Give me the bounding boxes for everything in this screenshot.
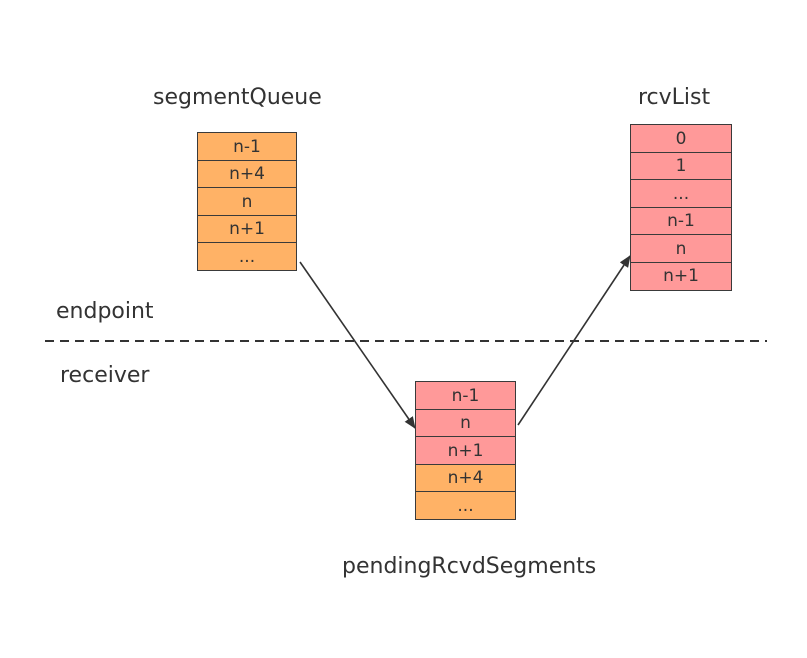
segment-queue-cell: n+1 <box>197 214 297 244</box>
segment-queue: n-1 n+4 n n+1... <box>197 132 297 271</box>
arrow-pending-to-rcvlist <box>517 255 631 426</box>
pending-rcvd-segments: n-1 n n+1 n+4... <box>415 381 516 520</box>
pending-cell: n <box>415 408 516 438</box>
rcv-list: 0 1... n-1 n n+1 <box>630 124 732 291</box>
segment-queue-cell: n-1 <box>197 132 297 161</box>
pending-rcvd-segments-title: pendingRcvdSegments <box>342 554 597 579</box>
arrow-segmentqueue-to-pending <box>299 261 416 429</box>
segment-queue-title: segmentQueue <box>153 85 322 110</box>
segment-queue-cell: n <box>197 187 297 216</box>
rcv-list-cell: 1 <box>630 151 732 181</box>
segment-queue-cell: n+4 <box>197 159 297 189</box>
pending-cell: n+4 <box>415 463 516 493</box>
pending-cell: n-1 <box>415 381 516 410</box>
endpoint-label: endpoint <box>56 299 154 324</box>
receiver-label: receiver <box>60 363 150 388</box>
rcv-list-cell: n-1 <box>630 206 732 236</box>
pending-cell: ... <box>415 491 516 520</box>
rcv-list-cell: 0 <box>630 124 732 153</box>
rcv-list-cell: n+1 <box>630 261 732 291</box>
rcv-list-cell: n <box>630 234 732 263</box>
rcv-list-title: rcvList <box>638 85 711 110</box>
rcv-list-cell: ... <box>630 179 732 208</box>
pending-cell: n+1 <box>415 436 516 465</box>
segment-queue-cell: ... <box>197 242 297 271</box>
